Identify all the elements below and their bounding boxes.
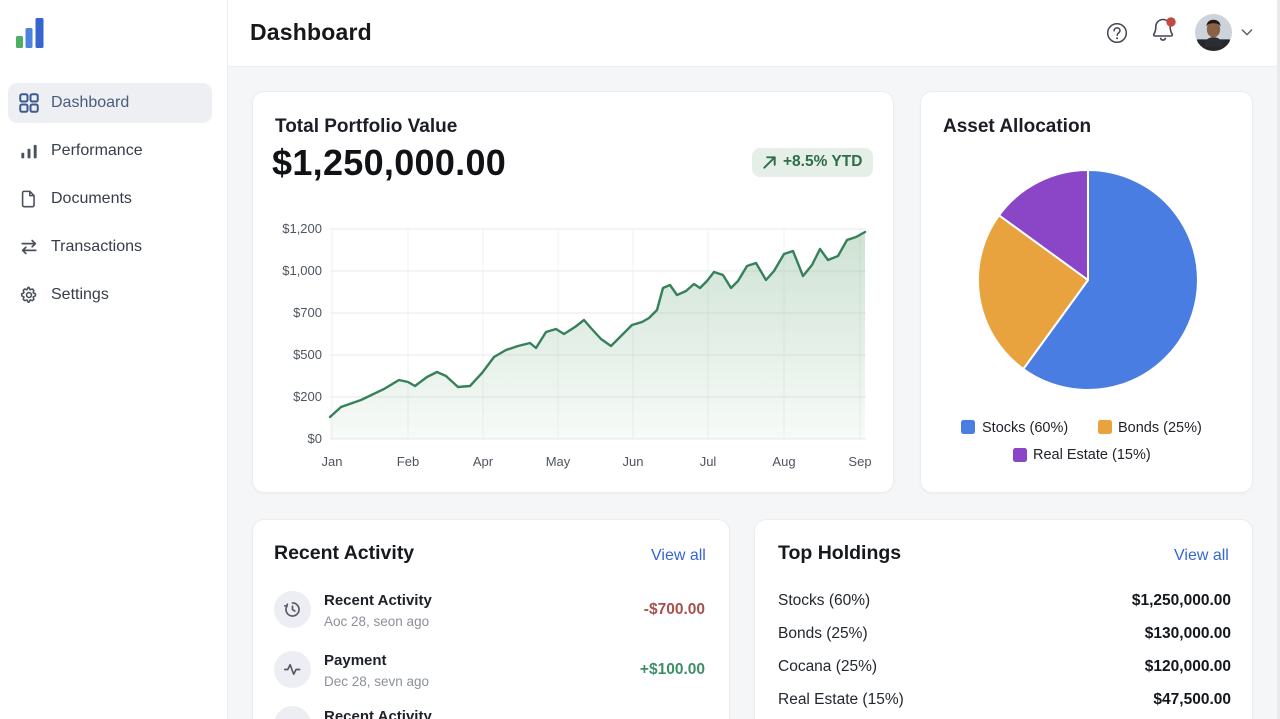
svg-text:$1,000: $1,000 — [282, 263, 322, 278]
svg-text:$0: $0 — [308, 431, 322, 446]
svg-text:Feb: Feb — [397, 454, 419, 469]
svg-text:Jul: Jul — [700, 454, 717, 469]
svg-text:May: May — [546, 454, 571, 469]
svg-text:$700: $700 — [293, 305, 322, 320]
svg-text:Sep: Sep — [848, 454, 871, 469]
svg-text:$200: $200 — [293, 389, 322, 404]
svg-text:$500: $500 — [293, 347, 322, 362]
svg-text:Aug: Aug — [772, 454, 795, 469]
svg-text:Apr: Apr — [473, 454, 494, 469]
svg-text:Jan: Jan — [322, 454, 343, 469]
svg-text:Real Estate (15%): Real Estate (15%) — [1033, 447, 1151, 463]
svg-text:Bonds (25%): Bonds (25%) — [1118, 420, 1202, 436]
svg-text:Stocks (60%): Stocks (60%) — [982, 420, 1068, 436]
svg-text:Jun: Jun — [623, 454, 644, 469]
svg-text:$1,200: $1,200 — [282, 221, 322, 236]
